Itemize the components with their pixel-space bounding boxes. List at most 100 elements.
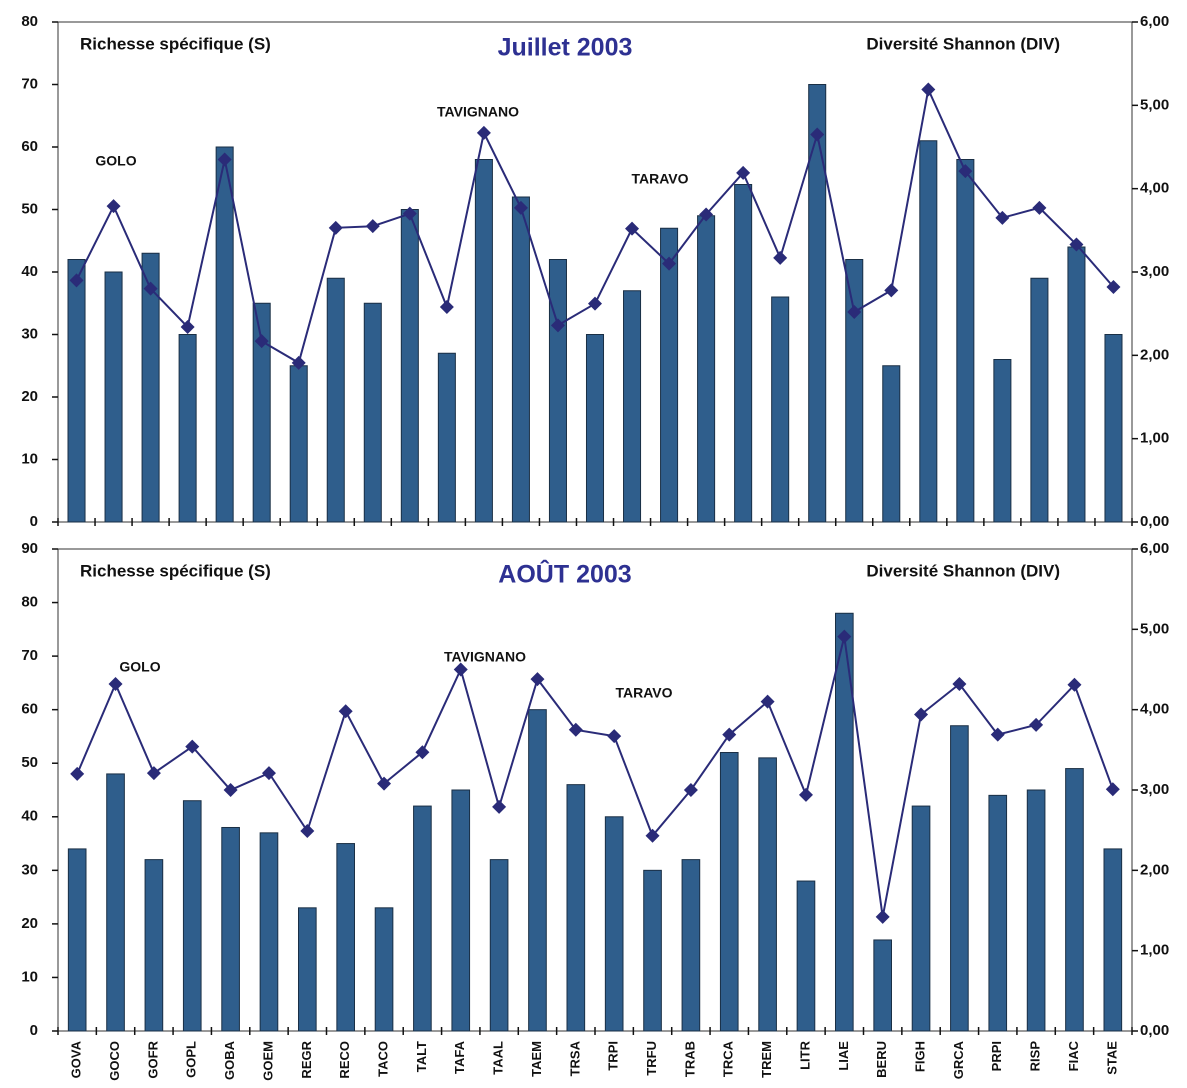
marker — [328, 220, 343, 235]
x-tick-label: BERU — [874, 1041, 889, 1078]
marker — [254, 334, 269, 349]
bar — [106, 773, 125, 1032]
bar — [67, 848, 87, 1032]
y-tick-label: 10 — [21, 450, 38, 467]
marker — [568, 722, 583, 737]
marker — [217, 152, 232, 167]
marker — [300, 823, 315, 838]
bar — [734, 184, 753, 523]
y2-axis-series-label: Diversité Shannon (DIV) — [866, 561, 1060, 580]
bar — [336, 843, 356, 1032]
marker — [492, 799, 507, 814]
bar — [289, 365, 308, 523]
y-tick-label: 0 — [30, 513, 38, 530]
marker — [185, 739, 200, 754]
x-tick-label: TRFU — [644, 1041, 659, 1076]
annotation: TAVIGNANO — [437, 104, 519, 120]
marker — [143, 281, 158, 296]
bar — [178, 334, 197, 523]
annotation: TARAVO — [615, 685, 672, 701]
bar — [566, 784, 586, 1032]
marker — [69, 273, 84, 288]
bar — [528, 709, 547, 1032]
bar — [297, 907, 317, 1032]
y2-tick-label: 2,00 — [1140, 346, 1169, 363]
marker — [1105, 782, 1120, 797]
bar — [845, 259, 864, 523]
annotation: GOLO — [119, 659, 160, 675]
marker — [645, 828, 660, 843]
bar — [604, 816, 624, 1032]
bar — [796, 880, 816, 1032]
marker — [625, 221, 640, 236]
bar — [104, 271, 123, 523]
y2-tick-label: 1,00 — [1140, 942, 1169, 959]
bar — [374, 907, 394, 1032]
x-tick-label: TAAL — [491, 1041, 506, 1075]
x-tick-label: TRSA — [567, 1040, 582, 1076]
marker — [377, 776, 392, 791]
marker — [261, 766, 276, 781]
bar — [182, 800, 202, 1032]
marker — [1029, 717, 1044, 732]
y2-tick-label: 3,00 — [1140, 263, 1169, 280]
bar — [919, 140, 938, 523]
bar — [697, 215, 716, 523]
marker — [1032, 200, 1047, 215]
x-tick-label: GOBA — [222, 1040, 237, 1080]
marker — [958, 164, 973, 179]
chart-title: Juillet 2003 — [498, 34, 633, 62]
marker — [607, 729, 622, 744]
marker — [760, 694, 775, 709]
y-axis-series-label: Richesse spécifique (S) — [80, 561, 271, 580]
y2-tick-label: 6,00 — [1140, 540, 1169, 557]
bar — [758, 757, 777, 1032]
y2-tick-label: 5,00 — [1140, 620, 1169, 637]
y-tick-label: 80 — [21, 13, 38, 30]
y-tick-label: 70 — [21, 75, 38, 92]
marker — [952, 676, 967, 691]
x-tick-label: GOFR — [145, 1040, 160, 1078]
marker — [338, 704, 353, 719]
marker — [108, 676, 123, 691]
y2-tick-label: 5,00 — [1140, 96, 1169, 113]
bar — [993, 359, 1012, 523]
marker — [921, 82, 936, 97]
y2-axis-series-label: Diversité Shannon (DIV) — [866, 34, 1060, 53]
bar — [451, 789, 471, 1032]
marker — [70, 766, 85, 781]
x-tick-label: TREM — [759, 1041, 774, 1078]
marker — [837, 629, 852, 644]
y2-tick-label: 0,00 — [1140, 1022, 1169, 1039]
x-tick-label: GOCO — [107, 1041, 122, 1081]
bar — [400, 209, 419, 523]
marker — [365, 219, 380, 234]
y-tick-label: 50 — [21, 754, 38, 771]
x-tick-label: GOEM — [260, 1041, 275, 1081]
bar — [808, 84, 827, 523]
x-tick-label: STAE — [1104, 1041, 1119, 1075]
x-tick-label: LIAE — [836, 1041, 851, 1071]
y-tick-label: 50 — [21, 200, 38, 217]
y2-tick-label: 1,00 — [1140, 430, 1169, 447]
marker — [810, 127, 825, 142]
y-tick-label: 20 — [21, 388, 38, 405]
bar — [511, 196, 530, 523]
marker — [798, 787, 813, 802]
x-tick-label: FIGH — [912, 1041, 927, 1072]
x-tick-label: TALT — [414, 1041, 429, 1072]
x-tick-label: TRAB — [682, 1041, 697, 1077]
bar — [144, 859, 164, 1032]
marker — [884, 283, 899, 298]
bar — [719, 752, 739, 1032]
marker — [588, 296, 602, 311]
marker — [439, 300, 454, 314]
x-tick-label: TAEM — [529, 1041, 544, 1077]
x-tick-label: RECO — [337, 1041, 352, 1079]
annotation: TARAVO — [631, 171, 688, 187]
marker — [1106, 280, 1121, 294]
marker — [914, 707, 929, 722]
bar — [585, 334, 605, 523]
x-tick-label: LITR — [797, 1040, 812, 1069]
marker — [995, 210, 1010, 225]
